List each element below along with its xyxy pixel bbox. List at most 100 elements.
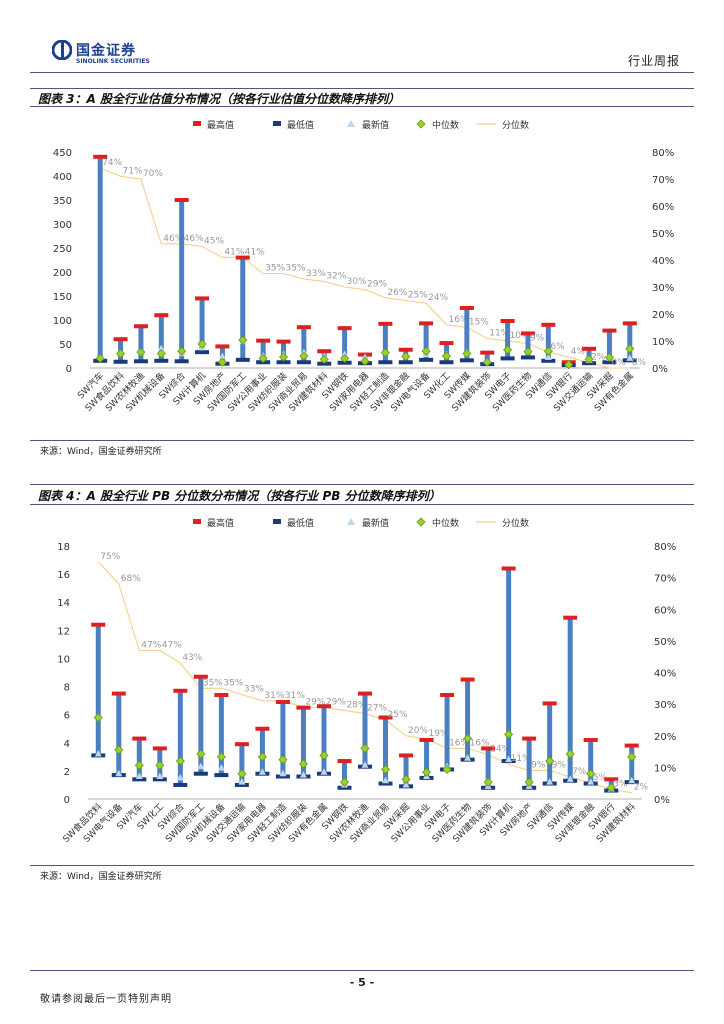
y-tick-label: 100 [53,316,72,327]
range-bar [158,315,164,361]
latest-marker [320,768,328,775]
min-marker [173,782,188,787]
latest-marker [341,350,349,358]
footer-rule [30,970,694,971]
percentile-label: 16% [449,738,469,748]
percentile-label: 68% [121,574,141,584]
max-marker [440,692,455,697]
median-marker [136,347,146,357]
max-marker [520,331,535,336]
min-marker [234,782,249,787]
latest-marker [626,354,634,361]
percentile-label: 15% [469,318,489,328]
legend-latest-marker [347,518,355,525]
percentile-label: 2% [634,783,649,793]
figure3-title: 图表 3：A 股全行业估值分布情况（按各行业估值分位数降序排列） [38,92,400,106]
min-marker [459,358,474,363]
median-marker [421,346,431,356]
median-marker [360,743,370,753]
y2-tick-label: 30% [654,700,676,711]
min-marker [133,359,148,364]
percentile-label: 46% [184,234,204,244]
latest-marker [566,775,574,782]
range-bar [505,320,511,359]
median-marker [95,353,105,363]
percentile-label: 19% [429,729,449,739]
min-marker [602,360,617,365]
min-marker [419,357,434,362]
y-tick-label: 10 [57,654,70,665]
latest-marker [238,778,246,785]
range-bar [403,755,409,787]
percentile-label: 32% [326,272,346,282]
range-bar [383,717,389,784]
legend-min-marker [273,121,281,126]
range-bar [198,676,204,774]
max-marker [624,743,639,748]
y2-tick-label: 40% [654,669,676,680]
percentile-label: 71% [123,166,143,176]
percentile-label: 11% [511,754,531,764]
latest-marker [361,353,369,360]
max-marker [501,566,516,571]
legend-max-marker [193,121,201,126]
legend-label: 最新值 [362,517,389,529]
median-marker [217,357,227,367]
median-marker [340,353,350,363]
percentile-label: 14% [490,745,510,755]
median-marker [380,348,390,358]
max-marker [358,691,372,696]
latest-marker [115,769,123,777]
percentile-label: 25% [408,291,428,301]
range-bar [136,738,142,780]
legend-label: 中位数 [432,517,459,529]
max-marker [337,326,352,331]
median-marker [401,774,411,784]
percentile-label: 16% [470,738,490,748]
min-marker [439,360,454,365]
sinolink-logo-icon [52,40,72,60]
median-marker [462,349,472,359]
max-marker [419,321,434,326]
y2-tick-label: 20% [652,310,674,321]
figure4-bottom-rule [30,865,694,866]
max-marker [174,198,189,202]
latest-marker [135,772,143,780]
latest-marker [628,776,636,784]
y-tick-label: 12 [57,626,70,637]
max-marker [398,347,413,352]
percentile-label: 35% [223,678,243,688]
latest-marker [544,353,552,360]
max-marker [296,705,311,710]
median-marker [216,752,226,762]
median-marker [625,344,635,354]
max-marker [214,692,229,697]
percentile-label: 35% [265,264,285,274]
y2-tick-label: 80% [652,148,674,159]
latest-marker [279,769,287,777]
latest-marker [197,762,205,770]
percentile-label: 3% [613,780,628,790]
legend-label: 最高值 [207,119,234,131]
max-marker [460,677,475,682]
y2-tick-label: 50% [652,229,674,240]
min-marker [520,355,535,360]
percentile-label: 70% [143,169,163,179]
max-marker [522,736,537,741]
legend-latest-marker [347,120,355,127]
range-bar [567,617,573,781]
median-marker [463,733,473,744]
range-bar [300,707,306,777]
percentile-label: 46% [163,234,183,244]
percentile-label: 25% [388,710,408,720]
range-bar [341,761,347,788]
percentile-label: 10% [510,331,530,341]
y2-tick-label: 60% [654,605,676,616]
logo-english: SINOLINK SECURITIES [76,58,150,65]
legend-label: 最高值 [207,517,234,529]
y2-tick-label: 30% [652,283,674,294]
percentile-label: 33% [244,685,264,695]
max-marker [378,321,393,326]
y-tick-label: 18 [57,542,70,553]
max-marker [133,324,148,329]
